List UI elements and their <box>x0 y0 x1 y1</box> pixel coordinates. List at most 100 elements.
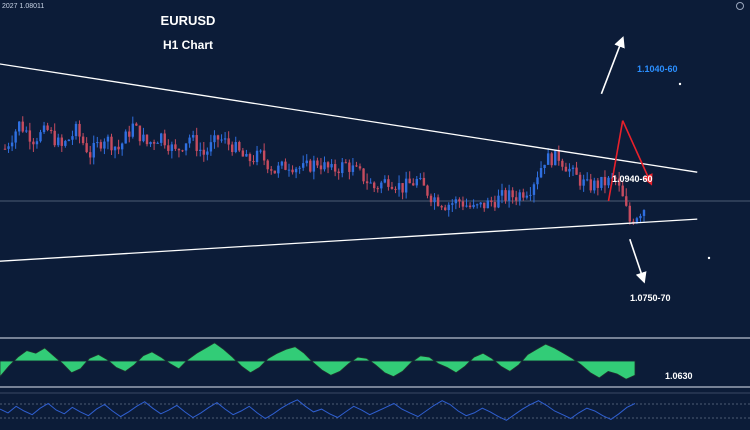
candle-body <box>287 169 291 171</box>
candle-body <box>639 215 642 219</box>
candle-body <box>500 190 504 196</box>
candle-body <box>550 153 553 166</box>
candle-body <box>213 135 216 143</box>
candle-body <box>323 162 326 170</box>
candle-body <box>124 131 127 144</box>
candle-body <box>284 161 287 170</box>
candle-body <box>426 185 429 196</box>
candle-body <box>415 178 418 186</box>
candle-body <box>195 135 198 151</box>
candle-body <box>383 179 387 183</box>
candle-body <box>358 166 362 169</box>
candle-body <box>593 180 596 191</box>
ascending-trendline <box>0 218 698 262</box>
candle-body <box>89 152 92 158</box>
candle-body <box>568 168 571 172</box>
candle-body <box>532 184 536 195</box>
candle-body <box>600 176 603 188</box>
candle-body <box>145 134 149 145</box>
candle-body <box>497 195 500 208</box>
candle-body <box>344 162 347 164</box>
bearish-zigzag-arrow-icon <box>607 120 624 202</box>
candle-body <box>259 150 262 152</box>
candle-body <box>575 167 578 175</box>
candle-body <box>206 151 209 155</box>
candle-body <box>412 183 415 186</box>
up-arrow-icon <box>600 36 625 95</box>
candle-body <box>515 197 518 201</box>
candle-body <box>543 164 546 169</box>
candle-body <box>546 153 550 165</box>
candle-body <box>518 192 521 201</box>
candle-body <box>483 202 486 209</box>
candle-body <box>128 131 131 137</box>
candle-body <box>167 145 170 151</box>
candle-body <box>479 202 482 205</box>
candle-body <box>223 138 227 140</box>
candle-body <box>390 186 394 189</box>
candle-body <box>373 182 376 189</box>
candle-body <box>511 190 514 198</box>
candle-body <box>369 182 372 184</box>
bearish-zigzag-arrow-icon <box>621 120 653 186</box>
candle-body <box>174 144 177 149</box>
candle-body <box>156 142 159 144</box>
candle-body <box>99 142 103 149</box>
candle-body <box>365 181 369 184</box>
candle-body <box>110 136 113 151</box>
symbol-readout: 2027 1.08011 <box>2 3 45 10</box>
candle-body <box>341 162 344 174</box>
candle-body <box>35 141 39 145</box>
candle-body <box>582 179 585 186</box>
candle-body <box>142 134 145 142</box>
candle-body <box>216 135 220 140</box>
resistance-label: 1.0940-60 <box>612 174 653 184</box>
candle-body <box>312 160 316 172</box>
candle-body <box>486 200 489 209</box>
candle-body <box>262 150 266 161</box>
candle-body <box>270 169 273 171</box>
candle-body <box>170 144 174 151</box>
candle-body <box>475 204 479 206</box>
candle-body <box>149 142 152 145</box>
candle-body <box>71 136 74 140</box>
candle-body <box>238 142 241 151</box>
candle-body <box>78 123 81 137</box>
candle-body <box>621 185 624 197</box>
candle-body <box>220 139 223 141</box>
candle-body <box>273 170 276 174</box>
candle-body <box>277 165 280 174</box>
candle-body <box>163 133 166 146</box>
candle-body <box>3 148 7 150</box>
candle-body <box>433 197 436 203</box>
candle-body <box>614 177 617 179</box>
candle-body <box>18 121 21 132</box>
settings-icon[interactable] <box>736 2 744 10</box>
candle-body <box>252 161 255 163</box>
candle-body <box>7 146 10 149</box>
candle-body <box>635 218 639 223</box>
candle-body <box>209 142 213 152</box>
candle-body <box>444 207 447 211</box>
candle-body <box>181 150 184 152</box>
candle-body <box>625 196 628 206</box>
candle-body <box>394 188 397 190</box>
candle-body <box>351 165 355 172</box>
candle-body <box>458 199 461 202</box>
candle-body <box>319 165 323 170</box>
candle-body <box>419 177 422 179</box>
candle-body <box>642 210 646 216</box>
candle-body <box>184 143 188 151</box>
candle-body <box>507 190 511 201</box>
candle-body <box>60 137 63 146</box>
candle-body <box>586 179 589 181</box>
candle-body <box>85 143 88 153</box>
candle-body <box>504 190 507 201</box>
candle-body <box>472 204 475 208</box>
candle-body <box>28 130 32 142</box>
candle-body <box>25 130 28 132</box>
candle-body <box>92 143 95 158</box>
candle-body <box>632 221 635 223</box>
candle-body <box>440 206 443 208</box>
